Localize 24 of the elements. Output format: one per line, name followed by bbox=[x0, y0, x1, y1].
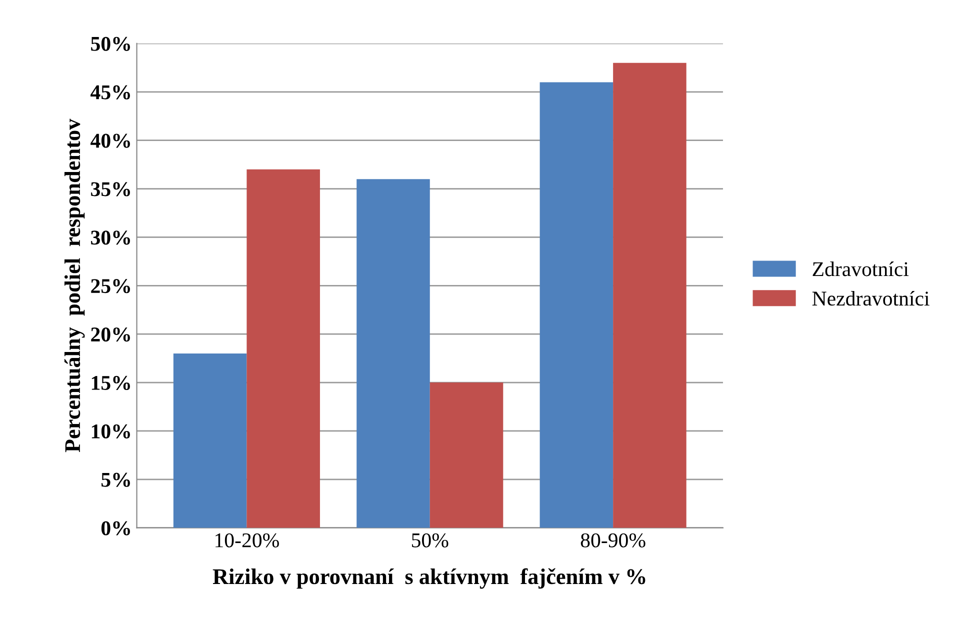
x-tick-label: 50% bbox=[412, 533, 448, 548]
x-axis-title: Riziko v porovnaní s aktívnym fajčením v % bbox=[212, 568, 646, 589]
x-tick-label: 10-20% bbox=[216, 533, 279, 548]
bar bbox=[173, 353, 247, 528]
legend-label: Zdravotníci bbox=[812, 262, 909, 276]
y-tick-label: 30% bbox=[91, 230, 130, 245]
y-tick-label: 0% bbox=[101, 521, 130, 536]
bar bbox=[430, 382, 504, 528]
y-tick-label: 10% bbox=[92, 424, 130, 438]
y-tick-label: 50% bbox=[91, 36, 130, 51]
bar bbox=[613, 62, 686, 528]
y-tick-label: 25% bbox=[91, 279, 130, 294]
bar bbox=[540, 82, 614, 528]
bar bbox=[356, 179, 430, 528]
y-tick-label: 40% bbox=[90, 134, 130, 148]
y-tick-label: 5% bbox=[102, 472, 130, 487]
y-tick-label: 15% bbox=[92, 376, 130, 390]
y-tick-label: 45% bbox=[90, 85, 130, 100]
bar bbox=[246, 169, 320, 528]
x-tick-label: 80-90% bbox=[580, 533, 646, 548]
y-tick-label: 35% bbox=[91, 182, 130, 196]
y-axis-title: Percentuálny podiel respondentov bbox=[64, 118, 85, 452]
y-tick-label: 20% bbox=[91, 327, 130, 342]
legend-label: Nezdravotníci bbox=[812, 290, 930, 306]
